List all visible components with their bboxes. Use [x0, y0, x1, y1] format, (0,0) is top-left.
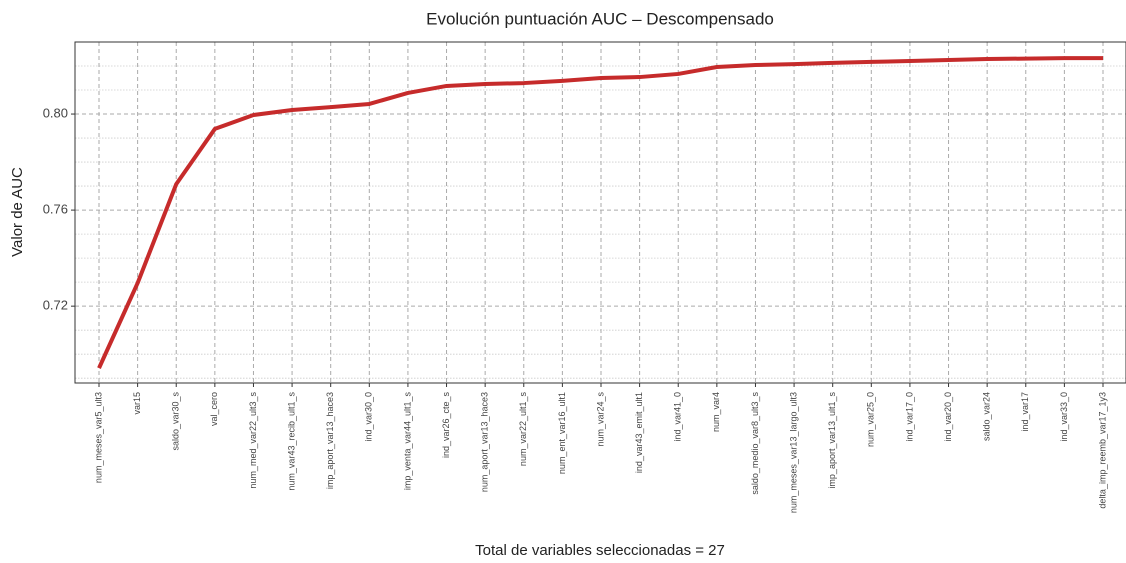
x-tick-label: imp_venta_var44_ult1_s — [402, 392, 412, 491]
y-tick-label: 0.80 — [43, 105, 68, 120]
x-tick-label: ind_var20_0 — [943, 392, 953, 442]
x-tick-label: num_meses_var13_largo_ult3 — [788, 392, 798, 513]
x-tick-label: ind_var43_emit_ult1 — [634, 392, 644, 473]
x-tick-label: num_var25_0 — [866, 392, 876, 447]
x-tick-label: delta_imp_reemb_var17_1y3 — [1097, 392, 1107, 509]
y-axis-label: Valor de AUC — [9, 167, 26, 257]
x-tick-label: saldo_var30_s — [171, 392, 181, 451]
x-tick-label: ind_var26_cte_s — [441, 392, 451, 459]
x-tick-label: num_meses_var5_ult3 — [93, 392, 103, 483]
x-tick-label: val_cero — [209, 392, 219, 426]
y-tick-label: 0.76 — [43, 202, 68, 217]
y-tick-label: 0.72 — [43, 298, 68, 313]
x-tick-label: num_var43_recib_ult1_s — [286, 392, 296, 491]
x-tick-label: ind_var17_0 — [904, 392, 914, 442]
x-tick-label: saldo_var24 — [982, 392, 992, 441]
x-axis-label: Total de variables seleccionadas = 27 — [475, 542, 725, 559]
chart-title: Evolución puntuación AUC – Descompensado — [426, 9, 774, 28]
plot-border — [74, 41, 1126, 384]
x-tick-label: imp_aport_var13_hace3 — [325, 392, 335, 489]
x-tick-label: ind_var41_0 — [673, 392, 683, 442]
x-tick-label: imp_aport_var13_ult1_s — [827, 392, 837, 489]
x-tick-label: ind_var17 — [1020, 392, 1030, 432]
line — [97, 56, 1103, 369]
x-tick-label: var15 — [132, 392, 142, 415]
x-tick-label: ind_var30_0 — [364, 392, 374, 442]
x-tick-label: num_var24_s — [595, 392, 605, 447]
x-tick-label: ind_var33_0 — [1059, 392, 1069, 442]
x-tick-label: num_var4 — [711, 392, 721, 432]
x-tick-label: num_aport_var13_hace3 — [480, 392, 490, 492]
x-tick-label: saldo_medio_var8_ult3_s — [750, 392, 760, 495]
x-tick-label: num_var22_ult1_s — [518, 392, 528, 467]
x-tick-label: num_ent_var16_ult1 — [557, 392, 567, 474]
x-tick-label: num_med_var22_ult3_s — [248, 392, 258, 489]
